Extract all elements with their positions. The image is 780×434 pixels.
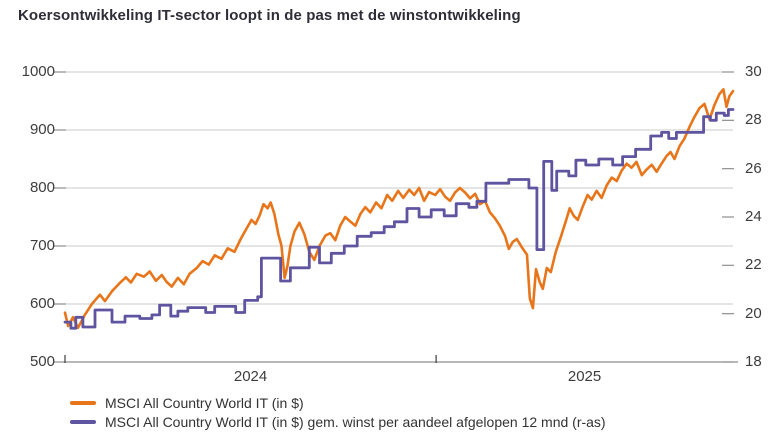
- left-axis-label: 500: [29, 353, 55, 370]
- legend-swatch-orange: [70, 400, 96, 405]
- legend-item: MSCI All Country World IT (in $) gem. wi…: [70, 412, 606, 431]
- legend-swatch-purple: [70, 419, 96, 424]
- right-axis-label: 28: [745, 111, 762, 129]
- legend-label: MSCI All Country World IT (in $): [105, 394, 304, 411]
- legend-label: MSCI All Country World IT (in $) gem. wi…: [105, 413, 606, 430]
- legend: MSCI All Country World IT (in $) MSCI All…: [70, 393, 606, 431]
- chart-title: Koersontwikkeling IT-sector loopt in de …: [18, 7, 521, 24]
- left-axis-label: 900: [29, 121, 55, 138]
- left-axis-label: 1000: [21, 63, 55, 80]
- left-axis-label: 600: [29, 295, 55, 312]
- left-axis-label: 800: [29, 179, 55, 196]
- x-axis-label: 2025: [567, 368, 602, 385]
- legend-item: MSCI All Country World IT (in $): [70, 393, 606, 412]
- x-axis-label: 2024: [233, 368, 268, 385]
- right-axis-label: 26: [745, 159, 762, 177]
- series-line-orange: [63, 88, 735, 330]
- series-line-purple: [63, 108, 735, 330]
- right-axis-label: 22: [745, 256, 762, 274]
- right-axis-label: 24: [745, 208, 762, 225]
- right-axis-label: 30: [745, 63, 762, 80]
- left-axis-label: 700: [29, 237, 55, 254]
- right-axis-label: 20: [745, 304, 762, 322]
- right-axis-label: 18: [745, 353, 762, 370]
